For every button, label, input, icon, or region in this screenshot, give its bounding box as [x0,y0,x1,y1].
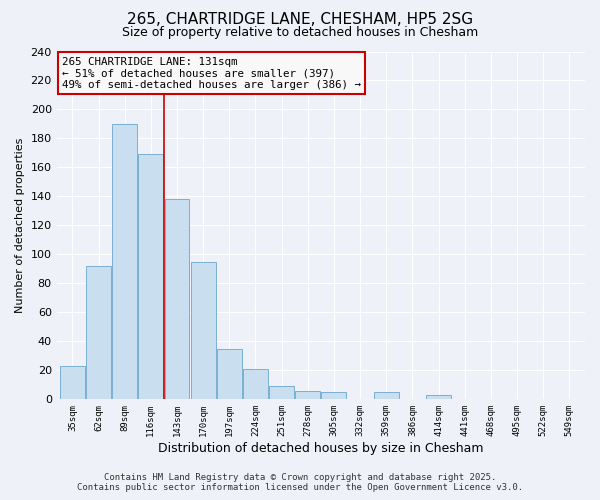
Text: Size of property relative to detached houses in Chesham: Size of property relative to detached ho… [122,26,478,39]
Y-axis label: Number of detached properties: Number of detached properties [15,138,25,313]
Bar [269,386,294,400]
Text: 265 CHARTRIDGE LANE: 131sqm
← 51% of detached houses are smaller (397)
49% of se: 265 CHARTRIDGE LANE: 131sqm ← 51% of det… [62,56,361,90]
X-axis label: Distribution of detached houses by size in Chesham: Distribution of detached houses by size … [158,442,484,455]
Bar [112,124,137,400]
Bar [191,262,215,400]
Bar [86,266,111,400]
Bar [322,392,346,400]
Bar [243,369,268,400]
Bar [60,366,85,400]
Bar [426,395,451,400]
Bar [295,390,320,400]
Bar [139,154,163,400]
Bar [217,348,242,400]
Text: Contains HM Land Registry data © Crown copyright and database right 2025.
Contai: Contains HM Land Registry data © Crown c… [77,473,523,492]
Text: 265, CHARTRIDGE LANE, CHESHAM, HP5 2SG: 265, CHARTRIDGE LANE, CHESHAM, HP5 2SG [127,12,473,28]
Bar [164,200,190,400]
Bar [374,392,398,400]
